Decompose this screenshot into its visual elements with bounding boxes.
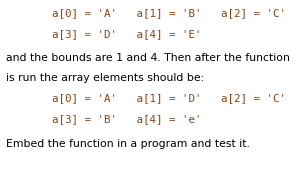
Text: Embed the function in a program and test it.: Embed the function in a program and test…: [6, 139, 250, 149]
Text: is run the array elements should be:: is run the array elements should be:: [6, 73, 204, 83]
Text: a[3] = 'D'   a[4] = 'E': a[3] = 'D' a[4] = 'E': [52, 29, 201, 39]
Text: a[0] = 'A'   a[1] = 'B'   a[2] = 'C': a[0] = 'A' a[1] = 'B' a[2] = 'C': [52, 8, 286, 19]
Text: and the bounds are 1 and 4. Then after the function: and the bounds are 1 and 4. Then after t…: [6, 53, 290, 63]
Text: a[0] = 'A'   a[1] = 'D'   a[2] = 'C': a[0] = 'A' a[1] = 'D' a[2] = 'C': [52, 94, 286, 104]
Text: a[3] = 'B'   a[4] = 'e': a[3] = 'B' a[4] = 'e': [52, 114, 201, 124]
